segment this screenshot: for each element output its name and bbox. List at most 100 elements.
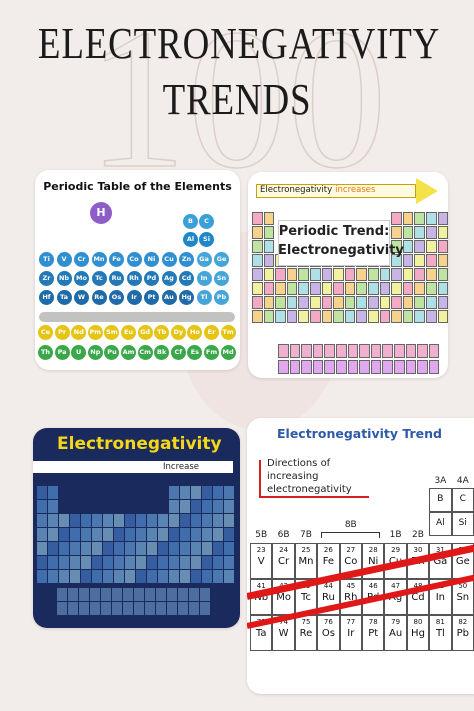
table-cell <box>368 268 379 281</box>
tile <box>70 570 80 583</box>
table-cell <box>336 360 347 374</box>
tile <box>158 542 168 555</box>
element-symbol: W <box>278 628 289 639</box>
tile <box>169 514 179 527</box>
card[interactable]: Electronegativity increases Periodic Trend… <box>248 172 448 378</box>
tile <box>191 486 201 499</box>
element-cell: 31 Ga <box>429 543 452 579</box>
note-arrow <box>259 496 369 498</box>
tile <box>202 570 212 583</box>
card-title: Electronegativity Trend <box>277 426 443 441</box>
table-cell <box>437 268 448 281</box>
element-symbol: Tl <box>435 628 445 639</box>
tile <box>189 588 199 601</box>
tile <box>92 570 102 583</box>
table-cell <box>405 344 417 358</box>
element-band <box>39 312 235 322</box>
table-cell <box>426 310 437 323</box>
card[interactable]: Electronegativity Increase <box>33 428 240 628</box>
tile <box>123 602 133 615</box>
group-label: 6B <box>277 530 290 540</box>
tile <box>169 556 179 569</box>
table-cell <box>252 296 263 309</box>
atomic-number: 44 <box>323 582 333 590</box>
tile <box>37 514 47 527</box>
element: Hf <box>39 290 54 305</box>
card[interactable]: Periodic Table of the Elements H B C Al Si Ti V… <box>35 170 240 370</box>
element: Co <box>126 252 142 267</box>
table-cell <box>333 296 344 309</box>
table-cell <box>426 226 437 239</box>
element-symbol: Al <box>436 518 445 528</box>
table-cell <box>252 310 263 323</box>
element: Mo <box>74 271 89 286</box>
element-cell: 81 Tl <box>429 615 452 651</box>
element: Fm <box>204 345 219 360</box>
table-cell <box>379 310 391 323</box>
table-cell <box>368 282 379 295</box>
tile <box>70 528 80 541</box>
tile <box>59 542 69 555</box>
group-label: 3A <box>434 476 447 486</box>
table-cell <box>333 268 344 281</box>
table-cell <box>391 296 402 309</box>
table-cell <box>437 254 448 267</box>
tile <box>101 602 111 615</box>
table-cell <box>336 344 347 358</box>
element-symbol: Co <box>344 556 358 567</box>
table-cell <box>417 344 428 358</box>
tile <box>158 556 168 569</box>
element-symbol: Ge <box>455 556 470 567</box>
table-cell <box>391 254 402 267</box>
table-cell <box>263 212 275 225</box>
element-symbol: Hg <box>411 628 425 639</box>
tile <box>114 528 124 541</box>
bracket <box>321 532 381 538</box>
element: Eu <box>121 325 136 340</box>
table-cell <box>301 360 312 374</box>
tile <box>136 570 146 583</box>
atomic-number: 79 <box>391 618 401 626</box>
element-cell: 25 Mn <box>294 543 318 579</box>
table-cell <box>298 268 309 281</box>
tile <box>70 556 80 569</box>
table-cell <box>356 310 367 323</box>
tile <box>103 528 113 541</box>
table-cell <box>312 360 324 374</box>
title-line: ELECTRONEGATIVITY <box>37 19 441 68</box>
element-cell: Si <box>451 512 474 536</box>
tile <box>134 602 144 615</box>
table-cell <box>263 268 275 281</box>
table-cell <box>402 212 414 225</box>
table-cell <box>417 360 428 374</box>
atomic-number: 82 <box>458 618 468 626</box>
tile <box>180 528 190 541</box>
element: Hg <box>179 290 194 305</box>
element-symbol: Fe <box>322 556 335 567</box>
table-cell <box>437 296 448 309</box>
element: Zr <box>39 271 54 286</box>
tile <box>48 486 58 499</box>
tile <box>147 570 157 583</box>
group-label: 4A <box>456 476 469 486</box>
table-cell <box>402 310 414 323</box>
table-cell <box>310 296 321 309</box>
tile <box>81 570 91 583</box>
tile <box>167 602 177 615</box>
card[interactable]: Electronegativity Trend Directions of incr… <box>247 418 474 694</box>
table-cell <box>321 268 333 281</box>
tile <box>180 500 190 513</box>
element-symbol: Ta <box>255 628 267 639</box>
table-cell <box>252 268 263 281</box>
tile <box>114 542 124 555</box>
element: Cf <box>170 345 186 360</box>
table-cell <box>347 360 359 374</box>
element: Au <box>161 290 177 305</box>
element: Ir <box>126 290 142 305</box>
atomic-number: 27 <box>346 546 356 554</box>
table-cell <box>252 254 263 267</box>
element-symbol: Ni <box>368 556 379 567</box>
tile <box>169 500 179 513</box>
tile <box>59 514 69 527</box>
